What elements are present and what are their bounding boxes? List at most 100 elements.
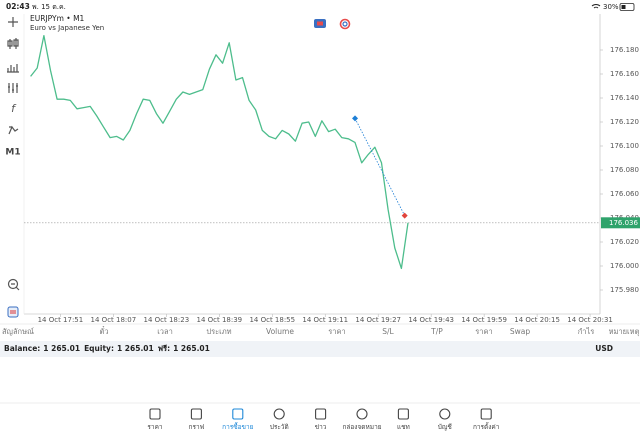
objects-tool[interactable] bbox=[8, 125, 19, 135]
x-tick-label: 14 Oct 18:07 bbox=[91, 316, 137, 324]
column-header: Swap bbox=[510, 327, 530, 336]
chart-symbol: EURJPYm • M1 bbox=[30, 14, 85, 23]
nav-label: ราคา bbox=[147, 423, 162, 431]
nav-tab[interactable]: ราคา bbox=[147, 408, 163, 431]
nav-label: แชท bbox=[397, 423, 410, 431]
account-label: Equity: bbox=[84, 344, 114, 353]
nav-icon bbox=[397, 408, 409, 420]
y-tick-label: 176.060 bbox=[610, 190, 639, 198]
account-label: Balance: bbox=[4, 344, 40, 353]
column-header: ประเภท bbox=[206, 327, 231, 336]
nav-icon bbox=[356, 408, 368, 420]
y-tick-label: 176.000 bbox=[610, 262, 639, 270]
y-tick-label: 176.080 bbox=[610, 166, 639, 174]
positions-table-header: สัญลักษณ์ ตั๋ว เวลา ประเภท Volume ราคา S/L T/P ร… bbox=[2, 326, 640, 336]
column-header: กำไร bbox=[578, 327, 595, 336]
bottom-navigation: ราคา กราฟ การซื้อขาย ประวัติ ข่าว กล่องจดหมาย… bbox=[147, 408, 500, 431]
chart-type-tool[interactable] bbox=[7, 38, 19, 49]
nav-tab[interactable]: บัญชี bbox=[438, 408, 453, 431]
left-toolbar: f M1 bbox=[5, 17, 21, 318]
nav-icon bbox=[149, 408, 161, 420]
x-tick-label: 14 Oct 19:27 bbox=[355, 316, 401, 324]
column-header: หมายเหตุ bbox=[609, 327, 640, 336]
column-header: S/L bbox=[382, 327, 394, 336]
x-tick-label: 14 Oct 19:59 bbox=[461, 316, 507, 324]
x-tick-label: 14 Oct 20:31 bbox=[567, 316, 613, 324]
nav-tab[interactable]: การซื้อขาย bbox=[222, 408, 254, 431]
column-header: เวลา bbox=[157, 327, 173, 336]
trade-link bbox=[354, 118, 406, 216]
timeframe-button[interactable]: M1 bbox=[5, 148, 20, 158]
nav-label: การซื้อขาย bbox=[222, 422, 253, 431]
nav-icon bbox=[480, 408, 492, 420]
column-header: T/P bbox=[430, 327, 443, 336]
signal-icon[interactable] bbox=[339, 18, 351, 30]
nav-tab[interactable]: กล่องจดหมาย bbox=[342, 408, 382, 431]
nav-icon bbox=[190, 408, 202, 420]
nav-tab[interactable]: การตั้งค่า bbox=[473, 408, 500, 431]
y-tick-label: 176.120 bbox=[610, 118, 639, 126]
nav-tab[interactable]: กราฟ bbox=[189, 408, 205, 431]
nav-icon bbox=[273, 408, 285, 420]
account-value: 1 265.01 bbox=[117, 344, 154, 353]
nav-icon bbox=[439, 408, 451, 420]
crosshair-tool[interactable] bbox=[8, 17, 18, 27]
x-tick-label: 14 Oct 18:23 bbox=[144, 316, 190, 324]
status-date: พ. 15 ต.ค. bbox=[32, 3, 66, 11]
x-tick-label: 14 Oct 19:11 bbox=[302, 316, 348, 324]
function-tool[interactable]: f bbox=[11, 102, 17, 115]
x-tick-label: 14 Oct 18:39 bbox=[196, 316, 242, 324]
nav-icon bbox=[315, 408, 327, 420]
battery-icon bbox=[619, 3, 635, 11]
nav-label: บัญชี bbox=[438, 423, 453, 431]
x-tick-label: 14 Oct 18:55 bbox=[249, 316, 295, 324]
account-summary: Balance: 1 265.01 Equity: 1 265.01 ฟรี: 1 265… bbox=[4, 344, 613, 353]
one-click-trade-icon-inner bbox=[317, 21, 323, 26]
nav-label: การตั้งค่า bbox=[473, 422, 500, 431]
account-value: 1 265.01 bbox=[173, 344, 210, 353]
x-tick-label: 14 Oct 17:51 bbox=[38, 316, 84, 324]
account-value: 1 265.01 bbox=[43, 344, 80, 353]
nav-label: ข่าว bbox=[315, 423, 327, 431]
current-price-label: 176.036 bbox=[609, 219, 638, 227]
signal-icon-inner bbox=[342, 21, 348, 27]
trade-button-icon bbox=[10, 310, 16, 314]
trade-button[interactable] bbox=[7, 306, 19, 318]
x-tick-label: 14 Oct 20:15 bbox=[514, 316, 560, 324]
nav-tab[interactable]: ประวัติ bbox=[270, 408, 289, 431]
column-header: ตั๋ว bbox=[99, 326, 108, 336]
chart-description: Euro vs Japanese Yen bbox=[30, 24, 104, 32]
zoom-tool[interactable] bbox=[7, 278, 19, 290]
nav-label: ประวัติ bbox=[270, 423, 289, 431]
status-battery: 30% bbox=[603, 3, 619, 11]
battery-level bbox=[621, 5, 626, 9]
x-tick-label: 14 Oct 19:43 bbox=[408, 316, 454, 324]
y-tick-label: 176.100 bbox=[610, 142, 639, 150]
y-tick-label: 176.160 bbox=[610, 70, 639, 78]
y-tick-label: 176.140 bbox=[610, 94, 639, 102]
account-bar bbox=[0, 341, 640, 357]
trade-exit bbox=[401, 212, 408, 219]
nav-tab[interactable]: ข่าว bbox=[315, 408, 327, 431]
nav-icon bbox=[232, 408, 244, 420]
column-header: สัญลักษณ์ bbox=[2, 327, 34, 336]
y-tick-label: 176.020 bbox=[610, 238, 639, 246]
chart: 176.180 176.160 176.140 176.120 176.100 176.0… bbox=[24, 34, 640, 324]
indicator-tool[interactable] bbox=[7, 64, 19, 73]
settings-tool[interactable] bbox=[8, 83, 18, 93]
column-header: ราคา bbox=[475, 327, 492, 336]
nav-label: กราฟ bbox=[189, 423, 205, 431]
account-label: ฟรี: bbox=[158, 344, 170, 353]
wifi-icon bbox=[591, 4, 601, 9]
trade-entry bbox=[352, 115, 359, 122]
account-currency: USD bbox=[595, 344, 613, 353]
column-header: ราคา bbox=[328, 327, 345, 336]
nav-label: กล่องจดหมาย bbox=[342, 423, 381, 431]
zoom-tool-handle bbox=[11, 283, 20, 291]
y-tick-label: 176.180 bbox=[610, 46, 639, 54]
price-line bbox=[30, 34, 409, 270]
nav-tab[interactable]: แชท bbox=[397, 408, 410, 431]
column-header: Volume bbox=[266, 327, 294, 336]
